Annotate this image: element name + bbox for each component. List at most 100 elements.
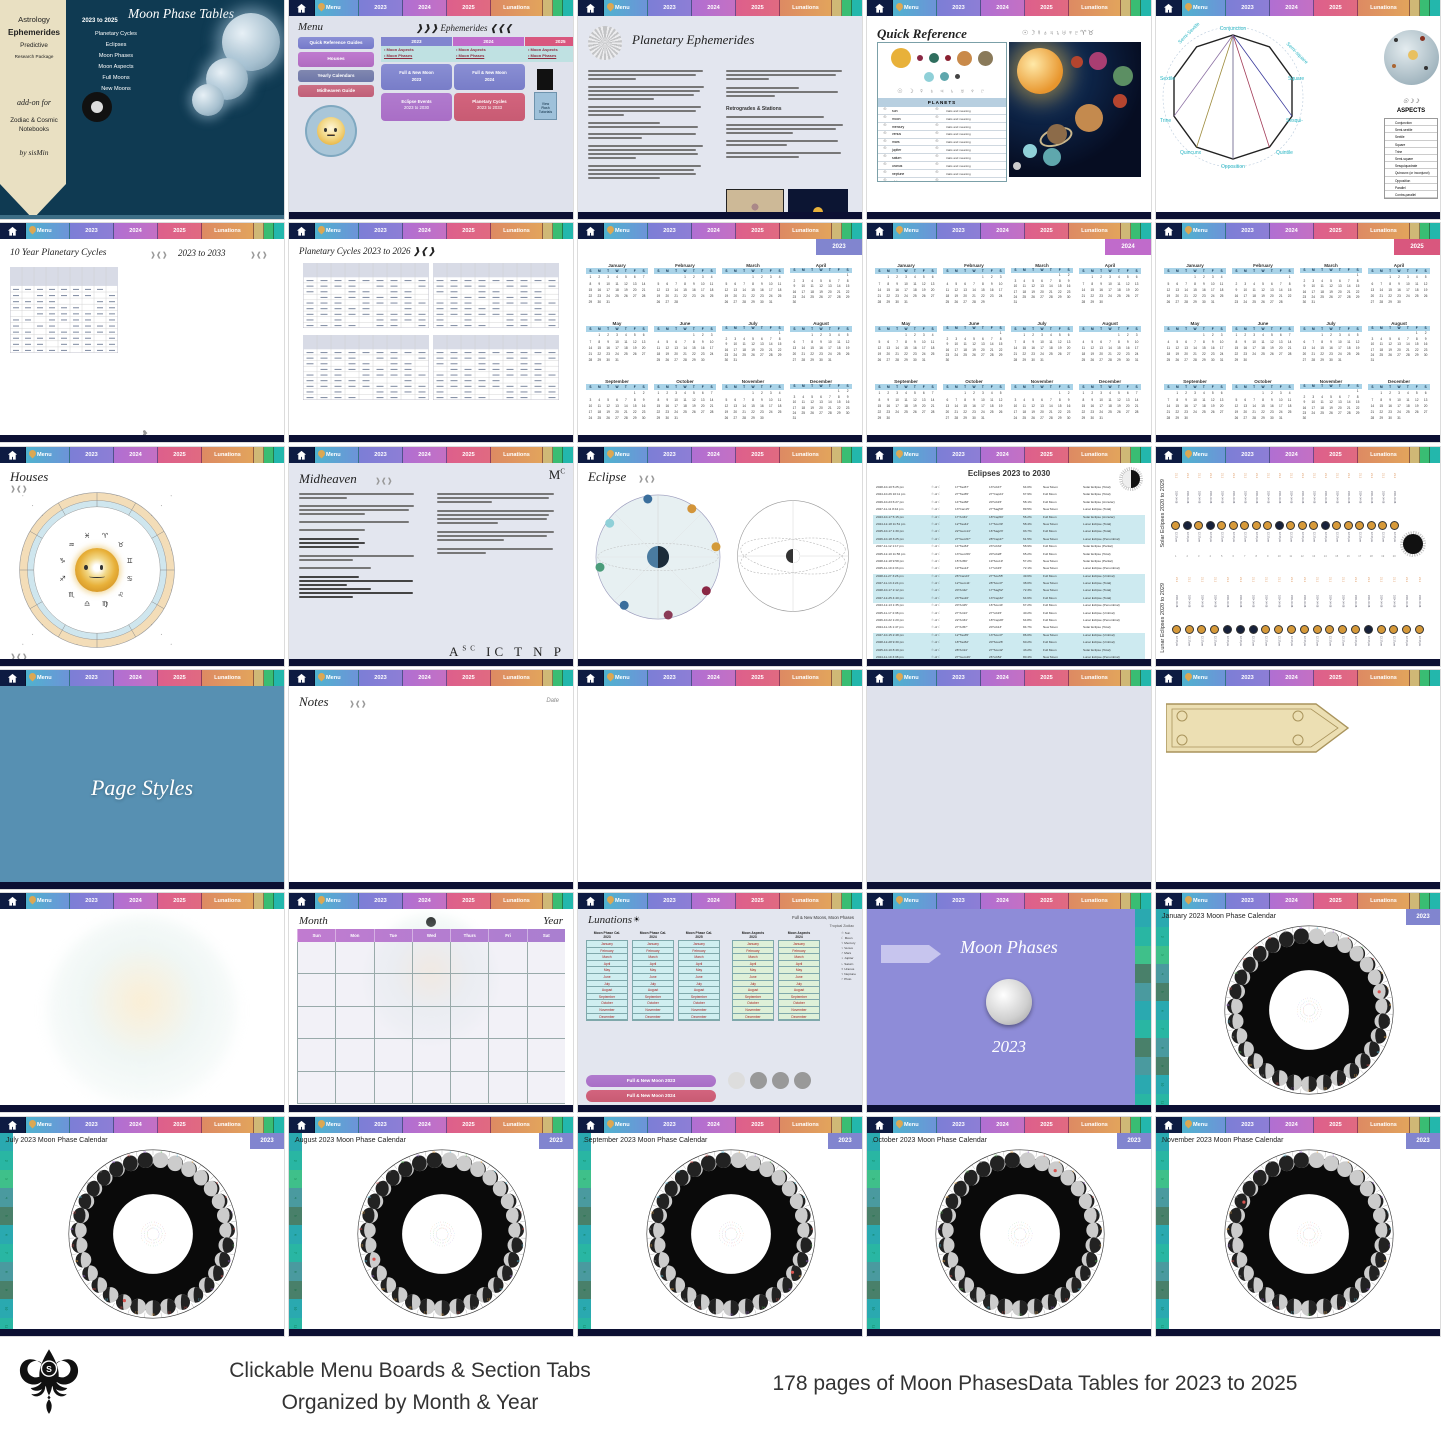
svg-text:15: 15 [746, 1311, 750, 1315]
svg-text:29: 29 [979, 1160, 983, 1164]
svg-text:24: 24 [359, 1227, 363, 1231]
svg-text:13: 13 [198, 1298, 202, 1302]
svg-text:16: 16 [729, 1312, 733, 1316]
svg-text:13: 13 [776, 1298, 780, 1302]
svg-text:28: 28 [98, 1169, 102, 1173]
svg-text:17: 17 [1002, 1311, 1006, 1315]
svg-text:14: 14 [1339, 1082, 1343, 1086]
svg-text:14: 14 [761, 1306, 765, 1310]
svg-text:27: 27 [87, 1181, 91, 1185]
svg-text:26: 26 [367, 1195, 371, 1199]
svg-text:16: 16 [440, 1312, 444, 1316]
svg-text:13: 13 [1354, 1298, 1358, 1302]
svg-text:24: 24 [1226, 1227, 1230, 1231]
svg-text:Quincunx: Quincunx [1180, 150, 1202, 156]
svg-text:21: 21 [1238, 1274, 1242, 1278]
svg-text:22: 22 [653, 1259, 657, 1263]
svg-text:23: 23 [1227, 1019, 1231, 1023]
svg-text:17: 17 [713, 1311, 717, 1315]
svg-text:10: 10 [806, 1259, 810, 1263]
svg-text:16: 16 [1018, 1312, 1022, 1316]
svg-text:29: 29 [401, 1160, 405, 1164]
svg-text:13: 13 [1354, 1074, 1358, 1078]
svg-text:28: 28 [1254, 945, 1258, 949]
svg-text:18: 18 [1275, 1082, 1279, 1086]
svg-text:20: 20 [670, 1287, 674, 1291]
svg-text:20: 20 [92, 1287, 96, 1291]
svg-text:30: 30 [994, 1153, 998, 1157]
svg-text:31: 31 [721, 1150, 725, 1154]
svg-text:27: 27 [1243, 957, 1247, 961]
svg-text:17: 17 [1291, 1311, 1295, 1315]
svg-text:12: 12 [499, 1287, 503, 1291]
svg-text:17: 17 [1291, 1087, 1295, 1091]
svg-text:16: 16 [1307, 1088, 1311, 1092]
svg-text:19: 19 [394, 1298, 398, 1302]
svg-text:15: 15 [1324, 1311, 1328, 1315]
svg-text:19: 19 [683, 1298, 687, 1302]
svg-text:21: 21 [82, 1274, 86, 1278]
svg-text:30: 30 [705, 1153, 709, 1157]
svg-text:14: 14 [1050, 1306, 1054, 1310]
svg-text:19: 19 [105, 1298, 109, 1302]
svg-text:27: 27 [376, 1181, 380, 1185]
svg-text:10: 10 [1384, 1035, 1388, 1039]
svg-text:25: 25 [1229, 987, 1233, 991]
svg-text:22: 22 [364, 1259, 368, 1263]
svg-text:11: 11 [509, 1274, 512, 1278]
svg-text:23: 23 [1227, 1243, 1231, 1247]
svg-text:31: 31 [1299, 1150, 1303, 1154]
svg-text:31: 31 [143, 1150, 147, 1154]
svg-text:10: 10 [1384, 1259, 1388, 1263]
svg-text:19: 19 [1261, 1074, 1265, 1078]
svg-text:23: 23 [360, 1243, 364, 1247]
svg-text:16: 16 [151, 1312, 155, 1316]
svg-text:29: 29 [690, 1160, 694, 1164]
svg-text:17: 17 [135, 1311, 139, 1315]
svg-text:11: 11 [798, 1274, 801, 1278]
svg-text:15: 15 [457, 1311, 461, 1315]
svg-text:22: 22 [1231, 1259, 1235, 1263]
svg-text:20: 20 [959, 1287, 963, 1291]
svg-text:25: 25 [362, 1211, 366, 1215]
svg-text:23: 23 [71, 1243, 75, 1247]
svg-text:12: 12 [1077, 1287, 1081, 1291]
svg-text:12: 12 [788, 1287, 792, 1291]
svg-text:27: 27 [1243, 1181, 1247, 1185]
svg-text:26: 26 [945, 1195, 949, 1199]
svg-text:Quintile: Quintile [1276, 150, 1293, 156]
svg-text:30: 30 [1283, 929, 1287, 933]
svg-text:25: 25 [651, 1211, 655, 1215]
svg-text:Square: Square [1288, 76, 1304, 82]
svg-text:25: 25 [940, 1211, 944, 1215]
svg-text:30: 30 [127, 1153, 131, 1157]
svg-text:Semi-Sextile: Semi-Sextile [1177, 22, 1201, 45]
svg-text:19: 19 [972, 1298, 976, 1302]
svg-text:13: 13 [487, 1298, 491, 1302]
svg-text:22: 22 [75, 1259, 79, 1263]
svg-text:29: 29 [1268, 1160, 1272, 1164]
svg-text:22: 22 [942, 1259, 946, 1263]
svg-text:28: 28 [965, 1169, 969, 1173]
svg-text:21: 21 [660, 1274, 664, 1278]
svg-text:30: 30 [416, 1153, 420, 1157]
svg-text:30: 30 [1283, 1153, 1287, 1157]
svg-text:21: 21 [949, 1274, 953, 1278]
svg-text:18: 18 [119, 1306, 123, 1310]
svg-text:27: 27 [954, 1181, 958, 1185]
svg-text:11: 11 [1376, 1050, 1379, 1054]
svg-text:20: 20 [1248, 1287, 1252, 1291]
svg-text:17: 17 [424, 1311, 428, 1315]
svg-text:29: 29 [112, 1160, 116, 1164]
svg-text:12: 12 [1366, 1287, 1370, 1291]
svg-text:21: 21 [1238, 1050, 1242, 1054]
svg-text:10: 10 [517, 1259, 521, 1263]
svg-text:31: 31 [432, 1150, 436, 1154]
svg-text:24: 24 [648, 1227, 652, 1231]
svg-text:20: 20 [381, 1287, 385, 1291]
svg-text:10: 10 [1095, 1259, 1099, 1263]
svg-text:18: 18 [1275, 1306, 1279, 1310]
svg-text:29: 29 [1268, 936, 1272, 940]
svg-text:Sesqui-: Sesqui- [1286, 118, 1303, 124]
svg-text:13: 13 [1065, 1298, 1069, 1302]
